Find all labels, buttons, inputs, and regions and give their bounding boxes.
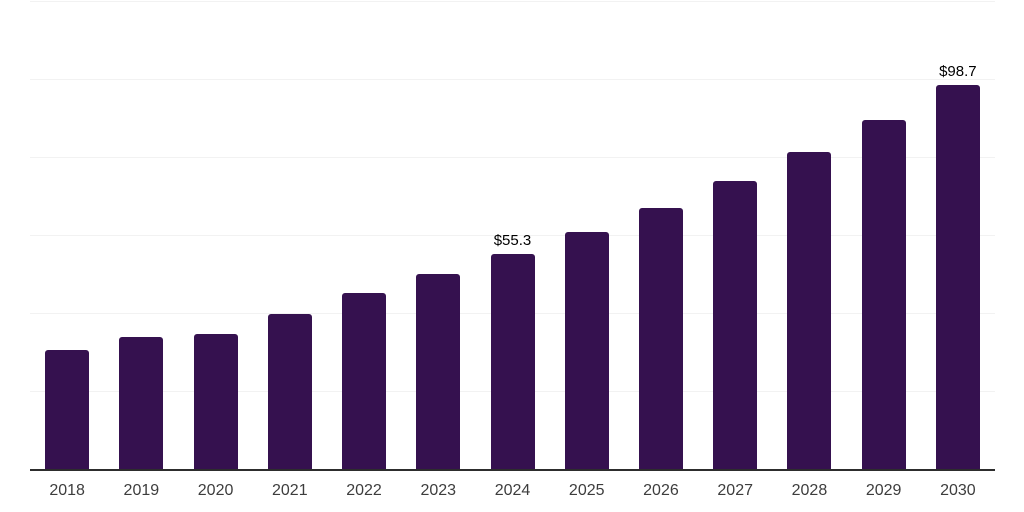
x-tick-label: 2018 (49, 482, 85, 499)
x-tick-label: 2023 (420, 482, 457, 499)
gridline (30, 1, 995, 2)
x-tick-label: 2027 (717, 482, 753, 499)
gridline (30, 79, 995, 80)
bar-2019 (119, 337, 164, 470)
x-axis: 2018 2019 2020 2021 2022 2023 2024 2025 2026 2027… (30, 470, 995, 512)
bar-2022 (342, 292, 387, 470)
x-tick-label: 2025 (568, 482, 605, 499)
x-tick-label: 2030 (940, 482, 976, 499)
bar-2024 (490, 254, 535, 470)
bar-2027 (713, 181, 758, 470)
gridline (30, 157, 995, 158)
chart-plot-area: $55.3 $98.7 (30, 0, 995, 471)
bar-2018 (45, 349, 90, 470)
x-tick-label: 2020 (197, 482, 234, 499)
bar-2026 (638, 207, 683, 470)
x-tick-label: 2028 (791, 482, 828, 499)
bar-2025 (564, 232, 609, 470)
x-tick-label: 2024 (494, 482, 531, 499)
x-tick-label: 2021 (272, 482, 308, 499)
x-axis-line (30, 469, 995, 471)
bar-2029 (861, 120, 906, 470)
x-tick-label: 2019 (123, 482, 160, 499)
bar-2021 (267, 313, 312, 470)
x-tick-label: 2026 (643, 482, 679, 499)
bar-value-label: $55.3 (493, 232, 532, 250)
bar-value-label: $98.7 (939, 63, 977, 81)
bar-2020 (193, 333, 238, 470)
x-tick-label: 2022 (346, 482, 382, 499)
x-tick-label: 2029 (865, 482, 902, 499)
bar-2030 (935, 85, 980, 470)
gridline (30, 235, 995, 236)
bar-2023 (416, 274, 461, 470)
bar-2028 (787, 152, 832, 470)
